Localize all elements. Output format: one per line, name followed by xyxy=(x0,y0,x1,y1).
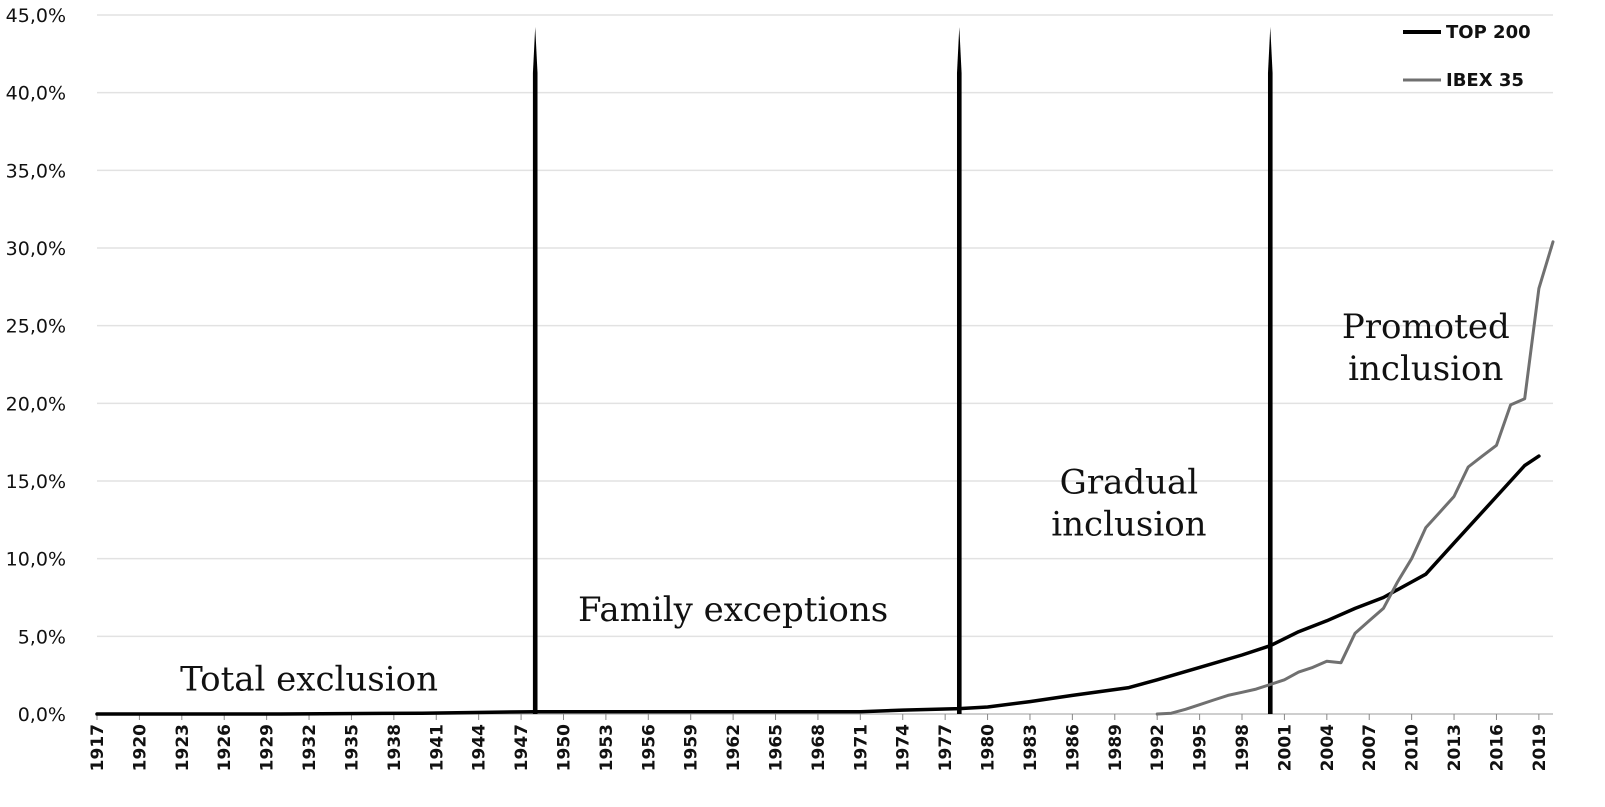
x-tick-label: 1932 xyxy=(300,724,320,771)
x-tick-label: 1935 xyxy=(342,724,362,771)
y-tick-label: 20,0% xyxy=(6,393,66,415)
x-tick-label: 2007 xyxy=(1360,724,1380,771)
x-tick-label: 1998 xyxy=(1233,724,1253,771)
annotation-text: inclusion xyxy=(1348,349,1503,389)
x-tick-label: 2001 xyxy=(1275,724,1295,771)
x-tick-label: 2010 xyxy=(1403,724,1423,771)
annotation-text: Family exceptions xyxy=(578,590,888,630)
x-tick-label: 1944 xyxy=(470,724,490,771)
x-tick-label: 1941 xyxy=(427,724,447,771)
x-tick-label: 1971 xyxy=(851,724,871,771)
x-tick-label: 1989 xyxy=(1106,724,1126,771)
legend-label: IBEX 35 xyxy=(1446,70,1524,91)
x-tick-label: 1947 xyxy=(512,724,532,771)
y-tick-label: 40,0% xyxy=(6,83,66,105)
x-tick-label: 1986 xyxy=(1063,724,1083,771)
x-tick-label: 1977 xyxy=(936,724,956,771)
y-tick-label: 5,0% xyxy=(18,626,66,648)
x-tick-label: 1992 xyxy=(1148,724,1168,771)
y-axis-ticks: 0,0% 5,0% 10,0% 15,0% 20,0% 25,0% 30,0% 35,0% 40… xyxy=(6,5,66,726)
y-tick-label: 45,0% xyxy=(6,5,66,27)
x-tick-label: 2019 xyxy=(1530,724,1550,771)
x-tick-label: 1938 xyxy=(385,724,405,771)
period-divider-line xyxy=(1267,27,1273,714)
x-tick-label: 1953 xyxy=(597,724,617,771)
series-line-ibex-35 xyxy=(1155,240,1555,716)
y-tick-label: 30,0% xyxy=(6,238,66,260)
y-tick-label: 25,0% xyxy=(6,316,66,338)
x-tick-label: 1983 xyxy=(1021,724,1041,771)
x-tick-label: 1929 xyxy=(258,724,278,771)
y-tick-label: 0,0% xyxy=(18,704,66,726)
x-tick-label: 2016 xyxy=(1487,724,1507,771)
period-divider-line xyxy=(956,27,962,714)
period-divider-line xyxy=(532,27,538,714)
y-tick-label: 15,0% xyxy=(6,471,66,493)
x-tick-label: 1995 xyxy=(1191,724,1211,771)
x-tick-label: 1926 xyxy=(215,724,235,771)
annotation-text: inclusion xyxy=(1051,504,1206,544)
x-tick-label: 1950 xyxy=(554,724,574,771)
x-tick-label: 1965 xyxy=(767,724,787,771)
x-tick-label: 1959 xyxy=(682,724,702,771)
annotation-text: Total exclusion xyxy=(180,660,438,700)
x-tick-label: 2013 xyxy=(1445,724,1465,771)
legend: TOP 200 IBEX 35 xyxy=(1403,22,1531,91)
x-tick-label: 1956 xyxy=(639,724,659,771)
gridlines xyxy=(97,14,1553,715)
x-axis-ticks: 1917 1920 1923 1926 1929 1932 1935 1938 1941 1944… xyxy=(88,714,1550,771)
x-tick-label: 1962 xyxy=(724,724,744,771)
x-tick-label: 1974 xyxy=(894,724,914,771)
y-tick-label: 35,0% xyxy=(6,160,66,182)
x-tick-label: 1917 xyxy=(88,724,108,771)
series-line-top-200 xyxy=(95,454,1541,716)
x-tick-label: 1968 xyxy=(809,724,829,771)
x-tick-label: 1923 xyxy=(173,724,193,771)
series-lines xyxy=(95,240,1555,716)
y-tick-label: 10,0% xyxy=(6,549,66,571)
legend-label: TOP 200 xyxy=(1446,22,1531,43)
annotation-text: Gradual xyxy=(1060,462,1199,502)
x-tick-label: 1920 xyxy=(130,724,150,771)
period-divider-lines xyxy=(532,27,1273,714)
x-tick-label: 1980 xyxy=(979,724,999,771)
annotation-text: Promoted xyxy=(1342,307,1510,347)
x-tick-label: 2004 xyxy=(1318,724,1338,771)
